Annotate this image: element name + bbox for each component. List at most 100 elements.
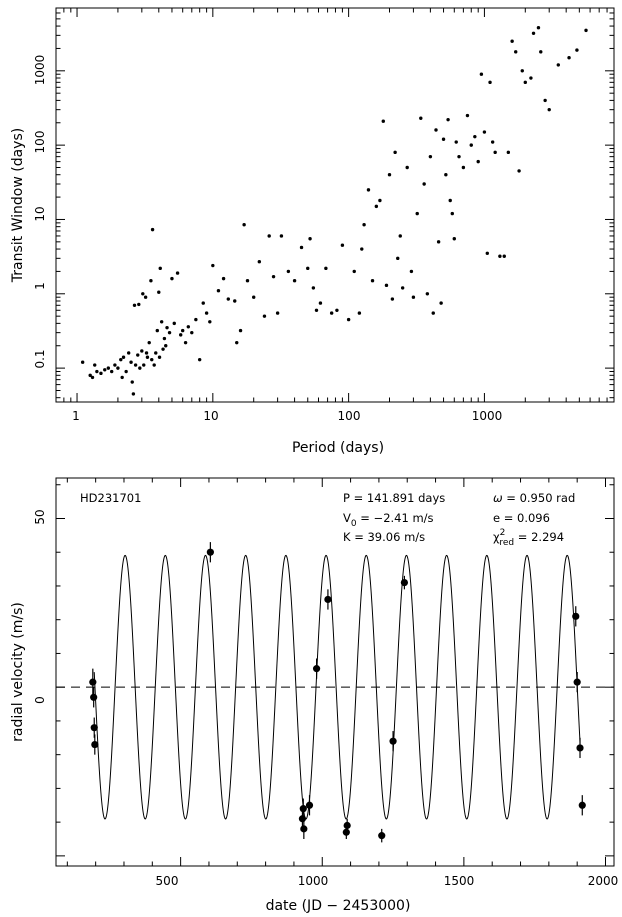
transit-point bbox=[469, 143, 473, 147]
bottom-x-tick-label: 2000 bbox=[588, 874, 619, 888]
transit-point bbox=[485, 251, 489, 256]
rv-data-point bbox=[90, 724, 98, 732]
rv-data-point bbox=[91, 740, 99, 749]
transit-point bbox=[409, 269, 414, 274]
top-x-tick-label: 1000 bbox=[472, 409, 503, 423]
transit-point bbox=[324, 266, 328, 271]
rv-data-point bbox=[572, 612, 580, 620]
transit-point bbox=[152, 363, 156, 367]
rv-data-point bbox=[298, 815, 307, 823]
transit-point bbox=[374, 204, 379, 209]
transit-point bbox=[88, 373, 92, 378]
transit-point bbox=[165, 325, 169, 330]
transit-point bbox=[567, 56, 571, 60]
transit-point bbox=[172, 321, 176, 326]
transit-point bbox=[201, 301, 205, 305]
transit-point bbox=[387, 173, 392, 177]
transit-point bbox=[493, 150, 497, 155]
transit-point bbox=[490, 140, 495, 144]
transit-point bbox=[141, 292, 145, 296]
transit-point bbox=[422, 182, 426, 186]
transit-point bbox=[529, 76, 533, 80]
transit-point bbox=[140, 349, 144, 353]
transit-point bbox=[439, 301, 443, 305]
transit-point bbox=[510, 39, 514, 43]
chi-superscript: 2 bbox=[500, 528, 506, 538]
v0-subscript: 0 bbox=[351, 519, 357, 529]
transit-point bbox=[446, 117, 450, 122]
top-y-axis-label: Transit Window (days) bbox=[10, 128, 26, 283]
transit-point bbox=[271, 274, 276, 279]
rv-data-point bbox=[206, 548, 214, 556]
transit-point bbox=[80, 360, 85, 364]
transit-point bbox=[378, 198, 382, 203]
bottom-plot-frame bbox=[55, 477, 615, 867]
transit-window-chart: 1 10 100 1000 0.1 1 10 100 1000 Period (… bbox=[10, 7, 615, 456]
transit-point bbox=[216, 289, 221, 293]
bottom-y-axis-label: radial velocity (m/s) bbox=[10, 602, 26, 742]
transit-point bbox=[311, 286, 316, 290]
eccentricity-param: e = 0.096 bbox=[493, 511, 550, 525]
v0-symbol: V bbox=[343, 511, 351, 525]
transit-point bbox=[211, 263, 215, 268]
rv-data-point bbox=[378, 832, 386, 840]
top-x-tick-label: 100 bbox=[338, 409, 361, 423]
transit-point bbox=[252, 295, 256, 299]
transit-point bbox=[479, 72, 484, 76]
transit-point bbox=[154, 351, 158, 355]
orbit-model-curve bbox=[93, 554, 581, 820]
bottom-x-axis-label: date (JD − 2453000) bbox=[266, 898, 411, 914]
transit-point bbox=[235, 340, 239, 345]
transit-point bbox=[226, 297, 231, 301]
omega-value: = 0.950 rad bbox=[503, 491, 576, 505]
transit-point bbox=[393, 150, 397, 155]
transit-point bbox=[144, 351, 149, 355]
top-x-tick-label: 10 bbox=[203, 409, 218, 423]
transit-point bbox=[129, 360, 133, 364]
transit-point bbox=[133, 363, 138, 367]
transit-point bbox=[482, 130, 487, 134]
transit-point bbox=[415, 211, 419, 216]
transit-point bbox=[539, 50, 543, 54]
transit-point bbox=[584, 28, 588, 33]
transit-point bbox=[384, 283, 389, 288]
transit-point bbox=[450, 211, 454, 216]
transit-point bbox=[136, 353, 140, 357]
transit-point bbox=[428, 154, 433, 159]
v0-value: = −2.41 m/s bbox=[357, 511, 434, 525]
transit-point bbox=[242, 223, 246, 227]
transit-point bbox=[145, 355, 150, 359]
transit-point bbox=[370, 278, 375, 283]
transit-point bbox=[362, 223, 366, 227]
transit-point bbox=[352, 269, 356, 274]
transit-point bbox=[575, 48, 579, 52]
bottom-axis-ticks bbox=[56, 478, 614, 866]
transit-point bbox=[514, 50, 518, 54]
transit-point bbox=[275, 311, 280, 315]
transit-point bbox=[158, 266, 162, 271]
transit-point bbox=[120, 375, 124, 380]
rv-data-point bbox=[578, 801, 586, 809]
transit-point bbox=[99, 371, 103, 376]
transit-point bbox=[346, 317, 351, 322]
rv-data-point bbox=[400, 578, 408, 587]
transit-point bbox=[531, 31, 536, 35]
transit-point bbox=[434, 128, 438, 132]
omega-symbol: ω bbox=[493, 491, 503, 505]
chi-subscript: red bbox=[499, 538, 514, 548]
transit-point bbox=[292, 278, 297, 283]
transit-point bbox=[308, 237, 312, 241]
transit-point bbox=[137, 302, 141, 307]
transit-point bbox=[150, 357, 154, 362]
transit-point bbox=[357, 311, 362, 315]
transit-point bbox=[150, 227, 155, 232]
top-data-points bbox=[80, 26, 588, 396]
top-y-tick-label: 1 bbox=[33, 282, 47, 290]
rv-data-point bbox=[343, 821, 351, 830]
rv-data-point bbox=[90, 693, 98, 701]
transit-point bbox=[90, 375, 95, 380]
transit-point bbox=[175, 271, 180, 275]
bottom-y-tick-label: 0 bbox=[33, 696, 47, 704]
transit-point bbox=[299, 245, 304, 250]
transit-point bbox=[556, 63, 561, 67]
